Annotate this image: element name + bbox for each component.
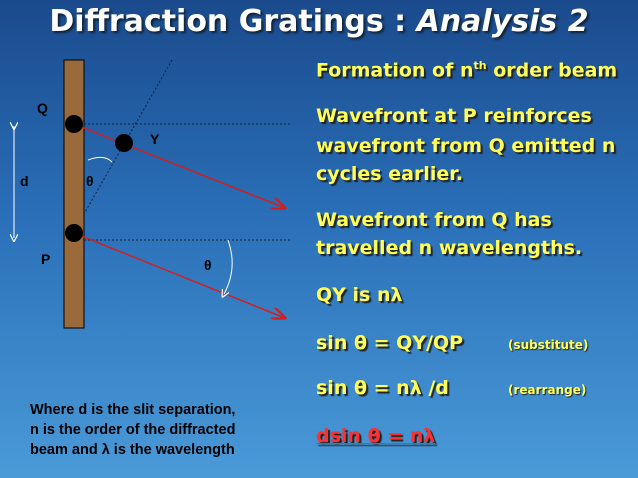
- angle-arc: [87, 156, 113, 163]
- heading-text: order beam: [486, 59, 618, 82]
- ray: [73, 232, 285, 318]
- text-line: travelled n wavelengths.: [316, 237, 583, 259]
- heading: Formation of nth order beam: [316, 59, 617, 81]
- angle-arc: [224, 239, 233, 294]
- text-line: Wavefront from Q has: [316, 209, 552, 231]
- label: P: [41, 251, 50, 267]
- equation-note: (rearrange): [508, 383, 587, 397]
- equation-note: (substitute): [508, 338, 589, 352]
- label: d: [20, 173, 29, 189]
- label: Q: [37, 100, 48, 116]
- caption: Where d is the slit separation, n is the…: [30, 400, 235, 460]
- result: dsin θ = nλ: [316, 425, 436, 447]
- text-line: wavefront from Q emitted n: [316, 135, 616, 157]
- label: θ: [204, 257, 212, 273]
- equation: sin θ = QY/QP: [316, 332, 464, 354]
- caption-line: n is the order of the diffracted: [30, 422, 236, 438]
- equation: sin θ = nλ /d: [316, 377, 449, 399]
- title: Diffraction Gratings : Analysis 2: [0, 4, 638, 39]
- text-line: QY is nλ: [316, 284, 403, 306]
- text-line: cycles earlier.: [316, 163, 464, 185]
- point-y: [115, 134, 133, 152]
- title-italic: Analysis 2: [416, 4, 589, 39]
- text-line: Wavefront at P reinforces: [316, 105, 592, 127]
- title-text: Diffraction Gratings :: [49, 4, 417, 39]
- superscript: th: [473, 59, 487, 72]
- caption-line: beam and λ is the wavelength: [30, 442, 235, 458]
- slit-p: [65, 224, 83, 242]
- grating: [63, 59, 85, 329]
- slit-q: [65, 115, 83, 133]
- caption-line: Where d is the slit separation,: [30, 402, 236, 418]
- heading-text: Formation of n: [316, 59, 474, 82]
- label: Y: [150, 131, 160, 147]
- label: θ: [86, 173, 94, 189]
- ray: [73, 123, 285, 208]
